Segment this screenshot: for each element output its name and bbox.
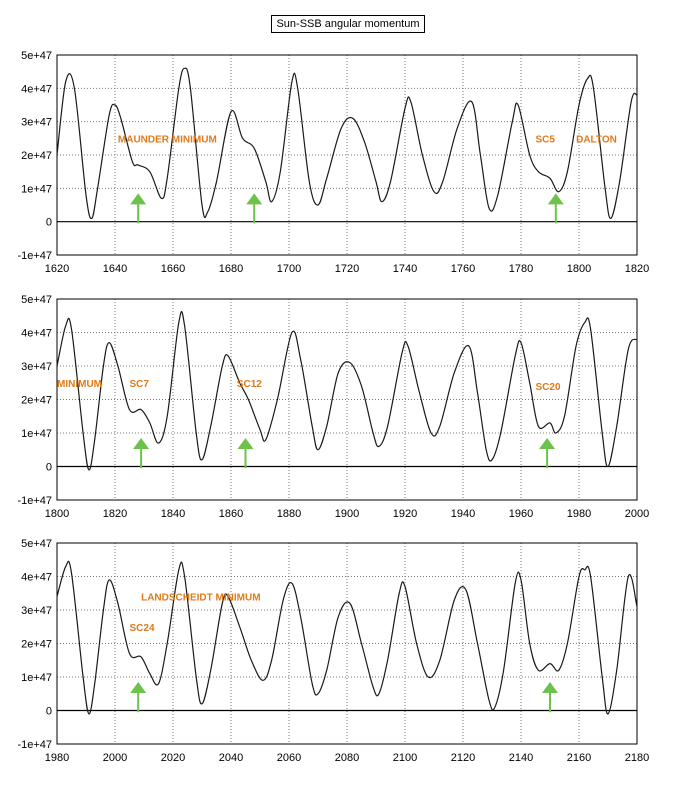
x-tick-label-2: 1940 [451,508,475,520]
chart-title: Sun-SSB angular momentum [271,15,425,33]
annotation-label: LANDSCHEIDT MINIMUM [141,593,260,604]
arrow-head-icon [133,438,150,450]
y-tick-label-3: 2e+47 [21,639,52,651]
annotation-label: SC12 [237,379,262,390]
x-tick-label-3: 2080 [335,752,359,764]
y-tick-label-1: -1e+47 [17,250,52,262]
x-tick-label-2: 1980 [567,508,591,520]
x-tick-label-2: 1960 [509,508,533,520]
x-tick-label-1: 1780 [509,263,533,275]
y-tick-label-2: 3e+47 [21,361,52,373]
y-tick-label-3: 0 [46,706,52,718]
angular-momentum-series-3 [56,560,638,715]
y-tick-label-1: 2e+47 [21,150,52,162]
x-tick-label-3: 2140 [509,752,533,764]
x-tick-label-1: 1620 [45,263,69,275]
x-tick-label-3: 2100 [393,752,417,764]
angular-momentum-series-2 [56,310,638,471]
x-tick-label-2: 1800 [45,508,69,520]
x-tick-label-1: 1680 [219,263,243,275]
x-tick-label-3: 2180 [625,752,649,764]
y-tick-label-3: 3e+47 [21,605,52,617]
x-tick-label-1: 1640 [103,263,127,275]
y-tick-label-2: 2e+47 [21,395,52,407]
arrow-head-icon [542,682,558,694]
x-tick-label-2: 1880 [277,508,301,520]
x-tick-label-2: 1920 [393,508,417,520]
x-tick-label-1: 1800 [567,263,591,275]
x-tick-label-2: 2000 [625,508,649,520]
y-tick-label-3: 1e+47 [21,672,52,684]
x-tick-label-3: 2160 [567,752,591,764]
y-tick-label-3: 5e+47 [21,538,52,550]
y-tick-label-2: 5e+47 [21,294,52,306]
y-tick-label-1: 0 [46,217,52,229]
angular-momentum-series-1 [56,67,638,220]
plot-frame-3 [56,542,638,745]
arrow-head-icon [130,193,147,205]
annotation-label: MAUNDER MINIMUM [118,134,217,145]
y-tick-label-3: -1e+47 [17,739,52,751]
y-tick-label-1: 3e+47 [21,117,52,129]
x-tick-label-1: 1660 [161,263,185,275]
x-tick-label-3: 2040 [219,752,243,764]
y-tick-label-3: 4e+47 [21,572,52,584]
x-tick-label-1: 1820 [625,263,649,275]
arrow-head-icon [237,438,254,450]
x-tick-label-3: 2120 [451,752,475,764]
y-tick-label-1: 4e+47 [21,83,52,95]
x-tick-label-2: 1900 [335,508,359,520]
x-tick-label-2: 1820 [103,508,127,520]
x-tick-label-1: 1760 [451,263,475,275]
x-tick-label-1: 1700 [277,263,301,275]
annotation-label: SC20 [536,382,561,393]
annotation-label: MINIMUM [57,379,102,390]
y-tick-label-2: 4e+47 [21,328,52,340]
y-tick-label-1: 1e+47 [21,183,52,195]
y-tick-label-2: 0 [46,462,52,474]
x-tick-label-1: 1740 [393,263,417,275]
x-tick-label-3: 1980 [45,752,69,764]
arrow-head-icon [130,682,147,694]
x-tick-label-2: 1860 [219,508,243,520]
annotation-label: SC7 [130,379,150,390]
x-tick-label-3: 2060 [277,752,301,764]
annotation-label: SC24 [130,623,155,634]
x-tick-label-1: 1720 [335,263,359,275]
plot-frame-2 [56,298,638,501]
annotation-label: DALTON [576,134,617,145]
y-tick-label-2: 1e+47 [21,428,52,440]
arrow-head-icon [246,193,263,205]
y-tick-label-1: 5e+47 [21,50,52,62]
x-tick-label-2: 1840 [161,508,185,520]
annotation-label: SC5 [536,134,556,145]
arrow-head-icon [539,438,556,450]
y-tick-label-2: -1e+47 [17,495,52,507]
x-tick-label-3: 2000 [103,752,127,764]
x-tick-label-3: 2020 [161,752,185,764]
arrow-head-icon [547,193,564,205]
